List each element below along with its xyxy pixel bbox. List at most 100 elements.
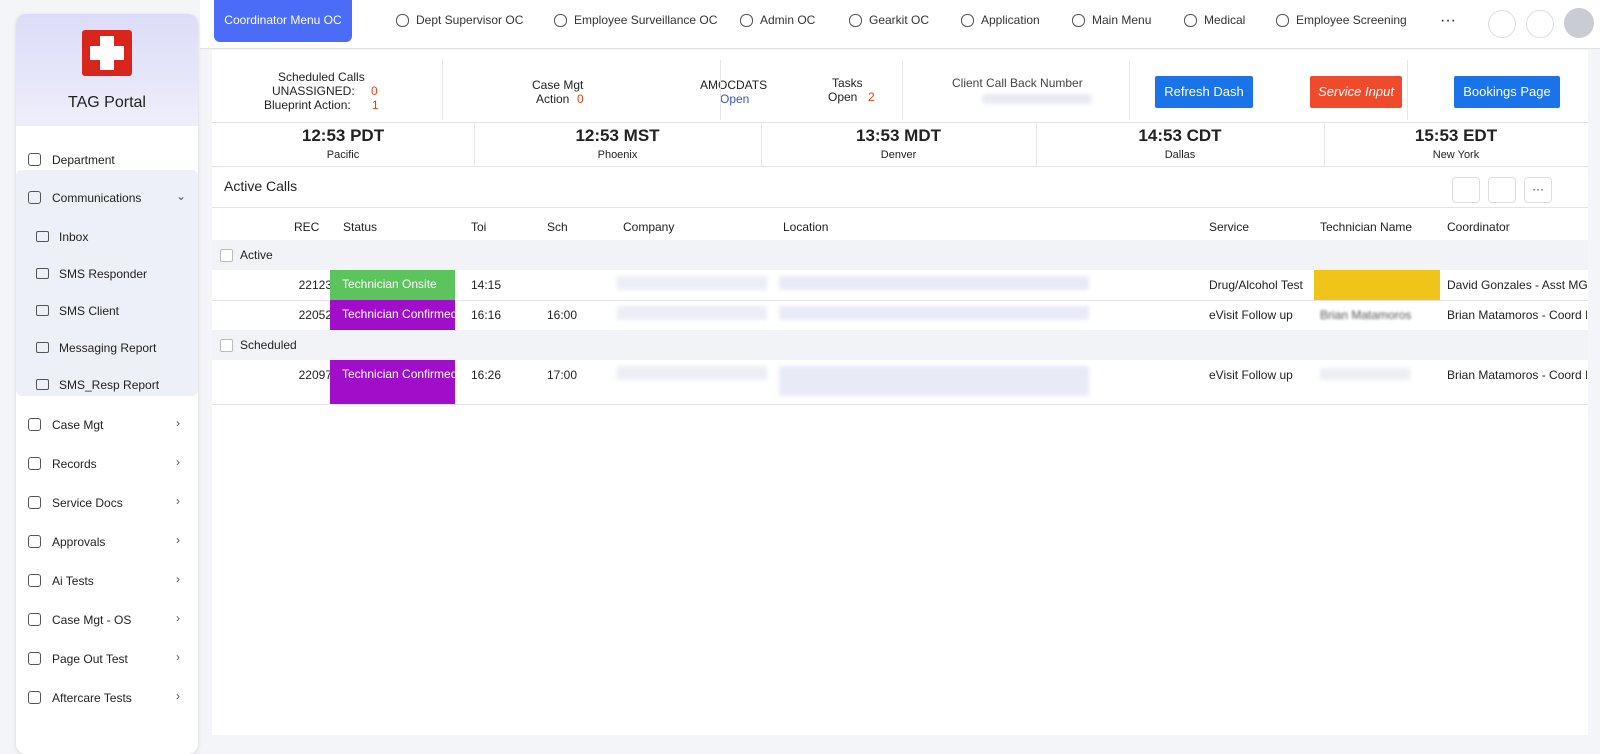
tab[interactable]: Dept Supervisor OC xyxy=(416,13,524,27)
status-badge: Technician Confirmed xyxy=(330,360,457,404)
button[interactable]: Service Input xyxy=(1310,76,1402,108)
nav-item[interactable]: Page Out Test xyxy=(52,652,128,666)
chevron: › xyxy=(176,689,180,703)
cell-coordinator: Brian Matamoros - Coord I xyxy=(1447,368,1587,382)
label: AMOCDATS xyxy=(700,78,768,92)
checkbox[interactable] xyxy=(220,249,233,262)
divider xyxy=(442,60,443,120)
nav-item[interactable]: Ai Tests xyxy=(52,574,94,588)
nav-icon xyxy=(28,652,41,665)
status-badge: Technician Confirmed xyxy=(330,300,457,330)
count: 0 xyxy=(371,84,378,98)
avatar[interactable] xyxy=(1564,8,1594,38)
nav-icon xyxy=(36,231,49,242)
label: Action xyxy=(536,92,570,106)
cell-toi: 14:15 xyxy=(471,278,502,292)
nav-icon xyxy=(36,305,49,316)
tab[interactable]: Main Menu xyxy=(1092,13,1152,27)
chevron: › xyxy=(176,533,180,547)
main-panel: ··· Scheduled Calls UNASSIGNED: 0 Blueprint… xyxy=(212,50,1588,735)
cell-rec: 22052 xyxy=(298,308,332,322)
more-button[interactable]: ··· xyxy=(1524,177,1552,203)
chevron: › xyxy=(176,611,180,625)
redacted-technician xyxy=(1320,368,1410,380)
nav-item[interactable]: Communications xyxy=(52,191,142,205)
clock-time: 14:53 CDT xyxy=(1138,126,1222,145)
page: ··· Coordinator Menu OC Dept Supervisor O… xyxy=(16,0,1600,754)
search-button[interactable] xyxy=(1488,177,1516,203)
chevron: ⌄ xyxy=(176,189,187,203)
more-icon[interactable]: ··· xyxy=(1440,12,1456,29)
link[interactable]: Open xyxy=(720,92,750,106)
group-name: Scheduled xyxy=(240,338,297,352)
redacted-location xyxy=(779,276,1089,290)
tab-icon xyxy=(961,14,974,27)
column-header[interactable]: REC xyxy=(294,220,320,234)
nav-subitem[interactable]: SMS Responder xyxy=(59,267,148,281)
button[interactable]: Bookings Page xyxy=(1454,76,1560,108)
divider xyxy=(1129,60,1130,120)
notifications-button[interactable] xyxy=(1526,10,1554,38)
nav-item[interactable]: Records xyxy=(52,457,97,471)
nav-item[interactable]: Approvals xyxy=(52,535,106,549)
nav-subitem[interactable]: Messaging Report xyxy=(59,341,157,355)
tab[interactable]: Medical xyxy=(1204,13,1246,27)
clock-zone: Dallas xyxy=(1164,149,1196,161)
nav-icon xyxy=(28,535,41,548)
nav-item[interactable]: Case Mgt - OS xyxy=(52,613,132,627)
column-header[interactable]: Coordinator xyxy=(1447,220,1510,234)
tab[interactable]: Employee Screening xyxy=(1296,13,1407,27)
row-line xyxy=(212,300,1588,301)
button[interactable]: Refresh Dash xyxy=(1155,76,1253,108)
clock-zone: Denver xyxy=(880,149,917,161)
divider xyxy=(1324,124,1325,166)
sort-button[interactable] xyxy=(1452,177,1480,203)
column-header[interactable]: Location xyxy=(783,220,829,234)
tab-icon xyxy=(1184,14,1197,27)
count: 2 xyxy=(868,90,875,104)
clock-zone: Pacific xyxy=(326,149,360,161)
nav-item[interactable]: Aftercare Tests xyxy=(52,691,132,705)
label: Blueprint Action: xyxy=(264,98,351,112)
nav-icon xyxy=(28,153,41,166)
chevron: › xyxy=(176,572,180,586)
group-bg xyxy=(212,240,1588,270)
column-header[interactable]: Service xyxy=(1209,220,1250,234)
label: UNASSIGNED: xyxy=(272,84,355,98)
column-header[interactable]: Status xyxy=(343,220,378,234)
chevron: › xyxy=(176,494,180,508)
nav-subitem[interactable]: SMS Client xyxy=(59,304,120,318)
column-header[interactable]: Toi xyxy=(471,220,487,234)
tab[interactable]: Admin OC xyxy=(760,13,816,27)
cell-toi: 16:16 xyxy=(471,308,502,322)
cell-coordinator: David Gonzales - Asst MGR xyxy=(1447,278,1587,292)
redacted-company xyxy=(617,276,767,290)
nav-icon xyxy=(28,613,41,626)
tab[interactable]: Application xyxy=(981,13,1040,27)
portal-title: TAG Portal xyxy=(68,94,146,111)
header-bg xyxy=(212,207,1588,208)
nav-item[interactable]: Case Mgt xyxy=(52,418,104,432)
divider xyxy=(1407,60,1408,120)
nav-icon xyxy=(28,496,41,509)
checkbox[interactable] xyxy=(220,339,233,352)
nav-item[interactable]: Department xyxy=(52,153,115,167)
column-header[interactable]: Sch xyxy=(547,220,568,234)
accessibility-button[interactable] xyxy=(1488,10,1516,38)
nav-item[interactable]: Service Docs xyxy=(52,496,123,510)
redacted xyxy=(982,94,1092,104)
tab-active[interactable]: Coordinator Menu OC xyxy=(214,0,352,42)
label: Open xyxy=(828,90,858,104)
tab[interactable]: Employee Surveillance OC xyxy=(574,13,718,27)
cell-sch: 17:00 xyxy=(547,368,578,382)
label: Scheduled Calls xyxy=(278,70,365,84)
label: Case Mgt xyxy=(532,78,584,92)
nav-subitem[interactable]: Inbox xyxy=(59,230,89,244)
column-header[interactable]: Technician Name xyxy=(1320,220,1413,234)
tab[interactable]: Gearkit OC xyxy=(869,13,930,27)
nav-subitem[interactable]: SMS_Resp Report xyxy=(59,378,160,392)
column-header[interactable]: Company xyxy=(623,220,675,234)
logo xyxy=(82,30,132,76)
redacted-company xyxy=(617,306,767,320)
divider xyxy=(720,60,721,120)
